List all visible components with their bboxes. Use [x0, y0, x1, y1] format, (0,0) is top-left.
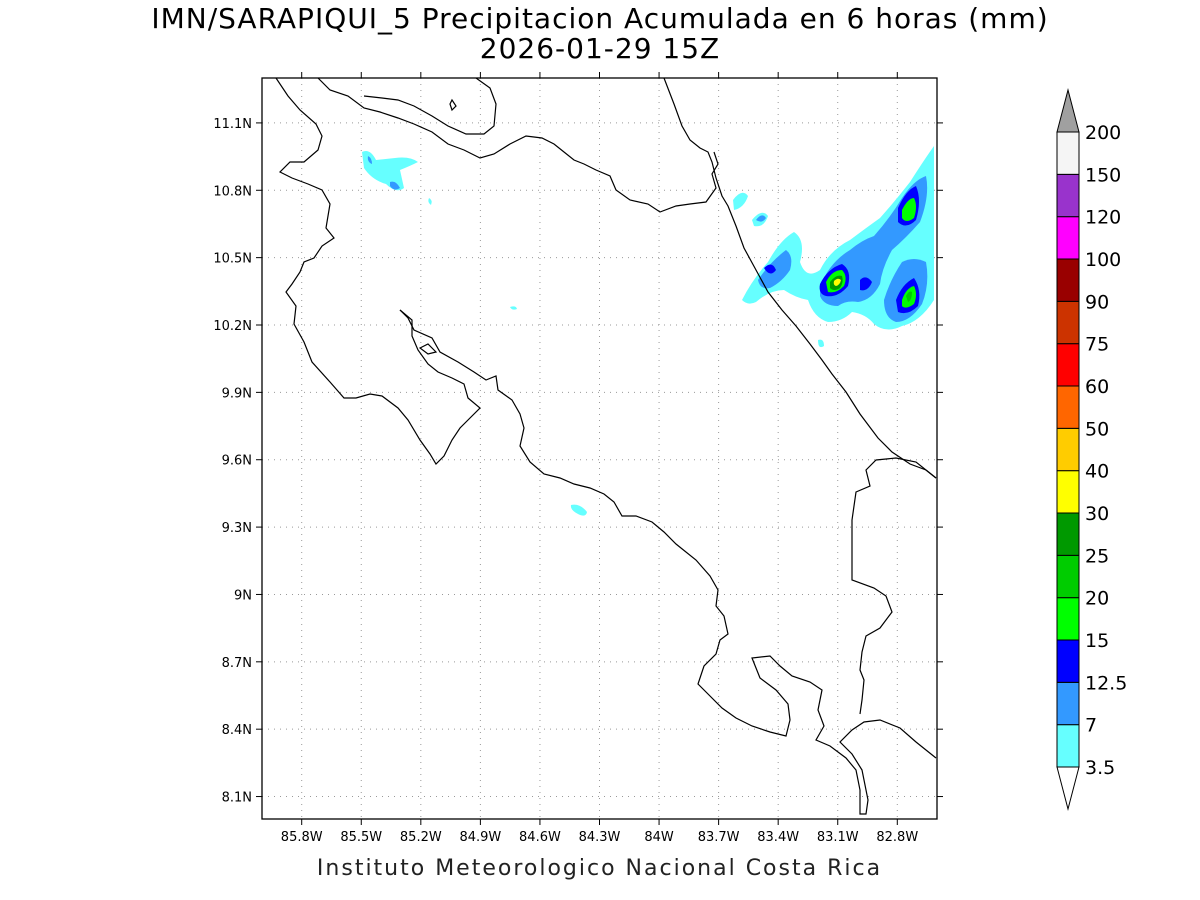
colorbar-label: 90 — [1085, 291, 1109, 313]
colorbar-label: 7 — [1085, 715, 1097, 737]
colorbar-label: 60 — [1085, 376, 1109, 398]
colorbar-label: 15 — [1085, 630, 1109, 652]
coastline — [275, 78, 937, 815]
lat-tick-label: 11.1N — [213, 117, 252, 132]
colorbar-lower-arrow — [1056, 766, 1080, 811]
lat-tick-label: 9.3N — [222, 521, 252, 536]
colorbar-swatch — [1056, 258, 1080, 302]
precipitation-field — [362, 146, 934, 516]
colorbar-swatch — [1056, 385, 1080, 429]
colorbar-swatch — [1056, 173, 1080, 218]
axis-ticks: 85.8W 85.5W 85.2W 84.9W 84.6W 84.3W 84W 83.7W 83… — [213, 72, 943, 845]
precip-area-3.5 — [733, 192, 748, 210]
lat-tick-label: 8.1N — [222, 791, 252, 806]
lat-tick-label: 9.9N — [222, 386, 252, 401]
lon-tick-label: 82.8W — [876, 830, 918, 845]
colorbar-swatch — [1056, 681, 1080, 726]
lon-tick-label: 85.8W — [281, 830, 323, 845]
precip-area-3.5 — [742, 146, 934, 330]
colorbar-swatch — [1056, 512, 1080, 556]
map-timestamp: 2026-01-29 15Z — [479, 32, 721, 65]
border-nicaragua-north — [317, 78, 719, 213]
lat-tick-label: 9N — [234, 588, 252, 603]
lat-tick-label: 10.2N — [213, 319, 252, 334]
precip-area-30 — [833, 278, 841, 286]
colorbar-label: 120 — [1085, 207, 1121, 229]
pacific-coast-south — [399, 309, 937, 815]
lon-tick-label: 83.4W — [757, 830, 799, 845]
precip-area-7 — [390, 181, 400, 190]
lake-island — [449, 98, 457, 112]
nicoya-gulf-island — [418, 343, 438, 355]
colorbar-label: 100 — [1085, 249, 1121, 271]
precip-area-3.5 — [510, 306, 517, 310]
lat-tick-label: 10.5N — [213, 252, 252, 267]
colorbar-swatch — [1056, 300, 1080, 345]
grid-lines — [262, 78, 937, 819]
colorbar-label: 30 — [1085, 503, 1109, 525]
colorbar-swatch — [1056, 597, 1080, 641]
map-title: IMN/SARAPIQUI_5 Precipitacion Acumulada … — [151, 2, 1049, 35]
lon-tick-label: 84.6W — [519, 830, 561, 845]
colorbar-label: 200 — [1085, 122, 1121, 144]
lon-tick-label: 85.2W — [400, 830, 442, 845]
colorbar-upper-arrow — [1056, 88, 1080, 133]
colorbar-label: 20 — [1085, 588, 1109, 610]
colorbar-swatch — [1056, 131, 1080, 175]
colorbar-swatch — [1056, 639, 1080, 683]
precip-area-7 — [367, 156, 372, 164]
colorbar-swatch — [1056, 216, 1080, 260]
lat-tick-label: 10.8N — [213, 184, 252, 199]
colorbar-label: 12.5 — [1085, 672, 1127, 694]
map-frame — [261, 77, 938, 820]
colorbar-swatch — [1056, 343, 1080, 387]
lat-tick-label: 9.6N — [222, 454, 252, 469]
precip-area-25 — [906, 291, 912, 302]
colorbar-label: 75 — [1085, 334, 1109, 356]
colorbar-swatch — [1056, 724, 1080, 768]
colorbar-label: 3.5 — [1085, 757, 1115, 779]
precip-area-3.5 — [362, 151, 418, 191]
border-panama — [851, 457, 937, 715]
colorbar-swatch — [1056, 470, 1080, 514]
precip-area-15 — [902, 198, 916, 221]
colorbar-label: 150 — [1085, 164, 1121, 186]
colorbar-swatch — [1056, 427, 1080, 472]
colorbar-label: 25 — [1085, 545, 1109, 567]
colorbar: 3.5 7 12.5 15 20 25 30 40 50 60 75 90 100 120 150 200 — [1056, 88, 1127, 811]
lon-tick-label: 83.1W — [817, 830, 859, 845]
lon-tick-label: 84.9W — [459, 830, 501, 845]
precip-area-3.5 — [570, 504, 587, 516]
lat-tick-label: 8.4N — [222, 723, 252, 738]
lon-tick-label: 84.3W — [579, 830, 621, 845]
colorbar-label: 40 — [1085, 461, 1109, 483]
caribbean-coast — [663, 78, 937, 479]
precip-area-12.5 — [764, 264, 776, 274]
colorbar-swatch — [1056, 554, 1080, 599]
precip-area-3.5 — [428, 198, 432, 205]
colorbar-label: 50 — [1085, 418, 1109, 440]
lake-nicaragua-shore — [363, 78, 497, 135]
footer-credit: Instituto Meteorologico Nacional Costa R… — [316, 856, 883, 881]
lon-tick-label: 84W — [644, 830, 674, 845]
nicaragua-lake-shore — [275, 78, 481, 465]
precip-area-3.5 — [818, 339, 824, 348]
lat-tick-label: 8.7N — [222, 656, 252, 671]
precip-area-12.5 — [860, 277, 872, 291]
precip-area-7 — [756, 215, 766, 222]
lon-tick-label: 83.7W — [698, 830, 740, 845]
lon-tick-label: 85.5W — [340, 830, 382, 845]
